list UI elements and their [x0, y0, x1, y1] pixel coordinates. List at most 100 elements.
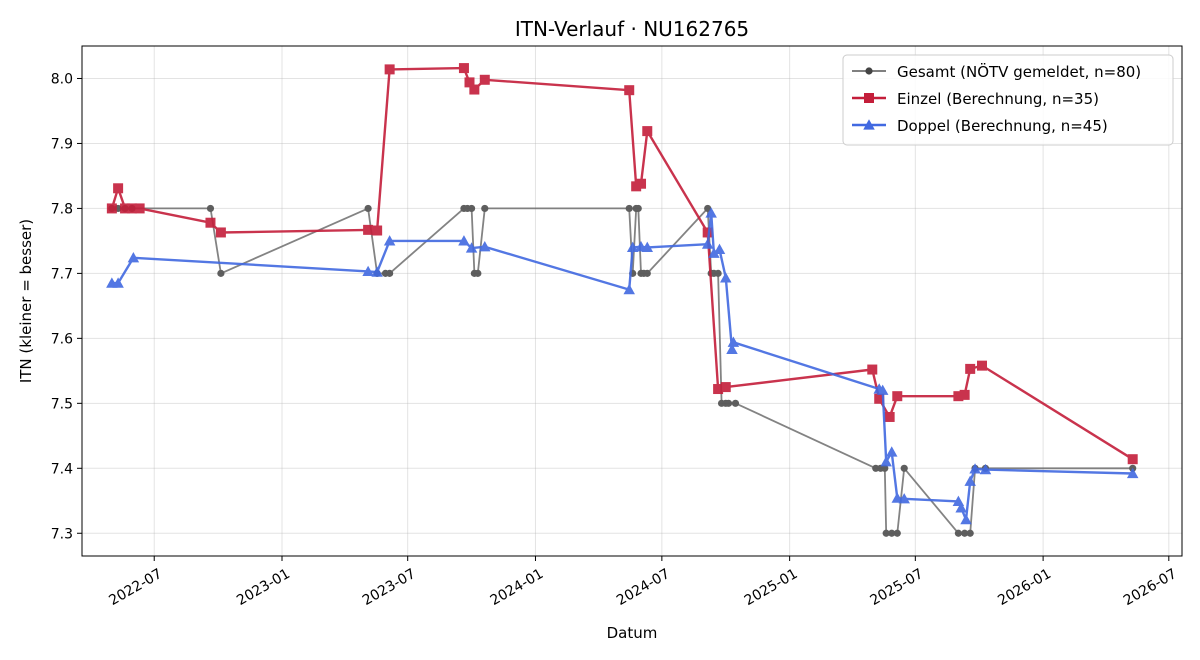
legend-marker-einzel — [864, 93, 874, 103]
data-point-einzel — [215, 227, 226, 238]
y-tick-label: 7.6 — [51, 331, 73, 347]
series-einzel — [106, 63, 1138, 465]
data-point-doppel — [708, 247, 720, 258]
series-layer — [106, 63, 1139, 537]
data-point-gesamt — [881, 464, 889, 472]
y-tick-label: 8.0 — [51, 71, 73, 87]
legend-box — [842, 54, 1174, 146]
data-point-doppel — [876, 384, 889, 395]
data-point-doppel — [960, 513, 972, 525]
data-point-gesamt — [634, 204, 642, 213]
data-point-doppel — [641, 241, 654, 253]
data-point-einzel — [127, 203, 137, 214]
data-point-gesamt — [467, 204, 476, 213]
data-point-gesamt — [474, 269, 482, 277]
series-line-einzel — [110, 66, 1134, 461]
data-point-einzel — [479, 74, 490, 85]
data-point-einzel — [892, 391, 903, 402]
data-point-gesamt — [893, 529, 901, 537]
data-point-doppel — [727, 336, 740, 347]
data-point-gesamt — [888, 529, 896, 537]
data-point-gesamt — [364, 204, 372, 213]
data-point-einzel — [363, 224, 374, 235]
data-point-gesamt — [704, 204, 712, 213]
legend-marker-doppel — [863, 119, 875, 130]
data-point-gesamt — [481, 204, 489, 213]
data-point-einzel — [884, 411, 895, 422]
y-tick-label: 7.5 — [51, 396, 73, 412]
y-tick-label: 7.3 — [51, 526, 73, 542]
data-point-gesamt — [961, 529, 969, 537]
legend: Gesamt (NÖTV gemeldet, n=80) Einzel (Ber… — [842, 54, 1174, 146]
data-point-einzel — [106, 203, 117, 214]
data-point-gesamt — [731, 399, 740, 407]
data-point-einzel — [469, 84, 480, 95]
data-point-gesamt — [217, 269, 225, 277]
plot-frame — [81, 45, 1183, 557]
data-point-einzel — [977, 360, 987, 371]
data-point-einzel — [702, 227, 713, 238]
data-point-einzel — [120, 203, 131, 214]
data-point-doppel — [720, 272, 732, 283]
data-point-doppel — [979, 463, 992, 475]
data-point-einzel — [642, 126, 653, 137]
data-point-doppel — [112, 277, 124, 288]
data-point-einzel — [965, 363, 976, 374]
legend-entry-doppel: Doppel (Berechnung, n=45) — [897, 117, 1108, 135]
y-axis-label: ITN (kleiner = besser) — [17, 219, 35, 383]
data-point-doppel — [898, 493, 910, 504]
data-point-einzel — [205, 217, 216, 228]
x-axis-label: Datum — [607, 624, 658, 642]
data-point-einzel — [134, 203, 145, 214]
chart-title: ITN-Verlauf · NU162765 — [515, 17, 749, 41]
data-point-doppel — [885, 446, 898, 457]
data-point-doppel — [479, 241, 491, 252]
data-point-doppel — [371, 266, 383, 277]
data-point-gesamt — [966, 529, 974, 537]
data-point-doppel — [964, 475, 976, 486]
data-point-einzel — [384, 64, 395, 75]
data-point-einzel — [372, 225, 383, 236]
data-point-doppel — [465, 242, 478, 253]
data-point-doppel — [713, 243, 726, 254]
data-point-einzel — [113, 183, 124, 194]
data-point-doppel — [383, 235, 396, 246]
y-tick-label: 7.9 — [51, 136, 73, 152]
data-point-einzel — [458, 63, 469, 74]
data-point-doppel — [127, 252, 140, 263]
data-point-gesamt — [724, 399, 733, 407]
data-point-doppel — [458, 235, 470, 246]
data-point-einzel — [953, 391, 964, 402]
data-point-einzel — [720, 382, 731, 393]
data-point-doppel — [1126, 467, 1139, 479]
y-tick-label: 7.7 — [51, 266, 73, 282]
data-point-gesamt — [206, 204, 215, 213]
data-point-gesamt — [386, 269, 394, 277]
y-tick-label: 7.4 — [51, 461, 73, 477]
data-point-einzel — [1127, 454, 1138, 465]
data-point-doppel — [701, 238, 714, 249]
data-point-doppel — [623, 283, 635, 295]
legend-entry-einzel: Einzel (Berechnung, n=35) — [897, 90, 1099, 108]
data-point-einzel — [636, 178, 647, 189]
data-point-gesamt — [954, 529, 962, 537]
data-point-doppel — [626, 241, 639, 253]
legend-entry-gesamt: Gesamt (NÖTV gemeldet, n=80) — [897, 62, 1141, 81]
data-point-einzel — [874, 393, 885, 404]
data-point-doppel — [955, 502, 967, 513]
legend-marker-gesamt — [865, 67, 873, 75]
y-tick-label: 7.8 — [51, 201, 73, 217]
data-point-doppel — [705, 207, 717, 218]
data-point-einzel — [624, 85, 635, 96]
data-point-doppel — [726, 343, 738, 355]
data-point-gesamt — [625, 204, 633, 213]
data-point-gesamt — [714, 269, 722, 277]
data-point-einzel — [867, 364, 878, 375]
data-point-gesamt — [900, 464, 908, 472]
data-point-gesamt — [882, 529, 890, 537]
data-point-einzel — [713, 384, 724, 395]
data-point-doppel — [880, 456, 892, 467]
data-point-einzel — [464, 77, 475, 88]
